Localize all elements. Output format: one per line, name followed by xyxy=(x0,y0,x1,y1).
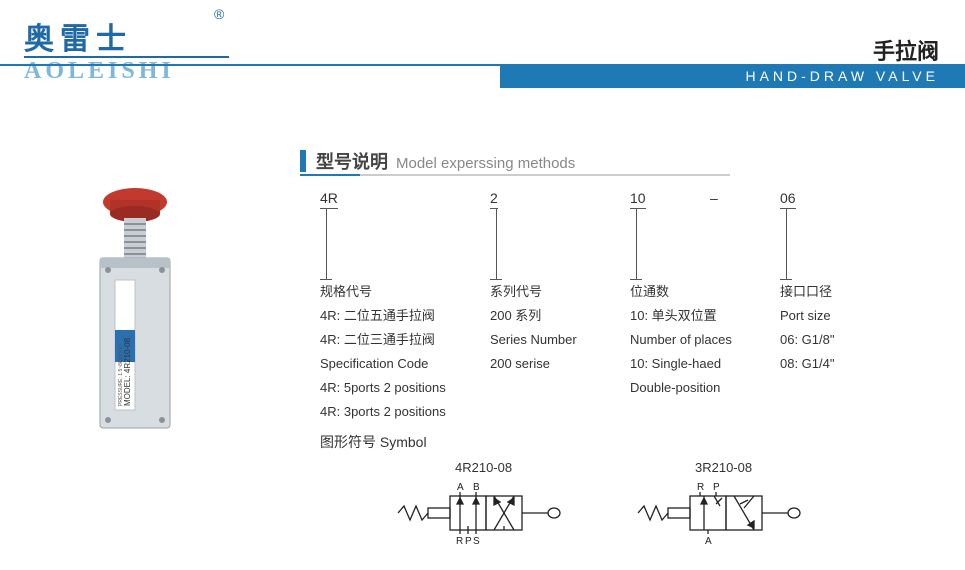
desc-line: 08: G1/4" xyxy=(780,352,834,376)
desc-line: 4R: 二位三通手拉阀 xyxy=(320,328,446,352)
desc-col-spec: 规格代号 4R: 二位五通手拉阀 4R: 二位三通手拉阀 Specificati… xyxy=(320,280,446,424)
desc-line: 10: Single-haed xyxy=(630,352,732,376)
desc-col-places: 位通数 10: 单头双位置 Number of places 10: Singl… xyxy=(630,280,732,400)
code-part-4r: 4R xyxy=(320,190,338,280)
section-title-cn: 型号说明 xyxy=(316,148,388,174)
desc-line: 4R: 5ports 2 positions xyxy=(320,376,446,400)
code-head: 06 xyxy=(780,190,796,209)
code-part-06: 06 xyxy=(780,190,796,280)
symbol-title-4r: 4R210-08 xyxy=(455,460,512,475)
desc-line: 06: G1/8" xyxy=(780,328,834,352)
section-accent-bar xyxy=(300,150,306,172)
svg-text:A: A xyxy=(705,536,712,547)
registered-mark: ® xyxy=(214,6,224,22)
section-header: 型号说明 Model experssing methods xyxy=(300,148,575,174)
desc-line: Series Number xyxy=(490,328,577,352)
section-underline xyxy=(300,174,730,176)
title-rule xyxy=(0,64,500,66)
desc-line: Specification Code xyxy=(320,352,446,376)
product-model-label: MODEL: 4R210-08 xyxy=(123,337,132,406)
desc-label: 接口口径 xyxy=(780,280,834,304)
desc-line: 200 系列 xyxy=(490,304,577,328)
code-head: 4R xyxy=(320,190,338,209)
page-header: 奥雷士 ® AOLEISHI 手拉阀 HAND-DRAW VALVE xyxy=(0,0,965,100)
pneumatic-symbol-5-2: A B R P S xyxy=(390,478,590,548)
brand-name-cn: 奥雷士 xyxy=(24,14,132,58)
desc-label: 系列代号 xyxy=(490,280,577,304)
code-head: – xyxy=(710,190,718,208)
code-part-10: 10 xyxy=(630,190,646,280)
svg-text:S: S xyxy=(473,536,480,547)
desc-label: 规格代号 xyxy=(320,280,446,304)
code-head: 2 xyxy=(490,190,498,209)
desc-line: Double-position xyxy=(630,376,732,400)
symbol-title-3r: 3R210-08 xyxy=(695,460,752,475)
desc-line: Number of places xyxy=(630,328,732,352)
svg-text:B: B xyxy=(473,482,480,493)
symbol-section-label: 图形符号 Symbol xyxy=(320,432,427,452)
code-head: 10 xyxy=(630,190,646,209)
desc-line: 4R: 二位五通手拉阀 xyxy=(320,304,446,328)
desc-line: 4R: 3ports 2 positions xyxy=(320,400,446,424)
pneumatic-symbol-3-2: R P A xyxy=(630,478,830,548)
svg-text:R: R xyxy=(697,482,704,493)
brand-name-en: AOLEISHI xyxy=(24,58,175,85)
code-part-dash: – xyxy=(710,190,718,208)
product-title-cn: 手拉阀 xyxy=(873,34,939,66)
section-title-en: Model experssing methods xyxy=(396,155,575,172)
svg-text:P: P xyxy=(465,536,472,547)
desc-label: 位通数 xyxy=(630,280,732,304)
desc-line: Port size xyxy=(780,304,834,328)
svg-text:A: A xyxy=(457,482,464,493)
product-title-en: HAND-DRAW VALVE xyxy=(500,64,965,88)
desc-col-series: 系列代号 200 系列 Series Number 200 serise xyxy=(490,280,577,376)
desc-line: 10: 单头双位置 xyxy=(630,304,732,328)
svg-text:P: P xyxy=(713,482,720,493)
product-illustration: MODEL: 4R210-08 PRESSURE: 1.5~8kgf/cm2 xyxy=(70,180,200,440)
desc-line: 200 serise xyxy=(490,352,577,376)
product-pressure-label: PRESSURE: 1.5~8kgf/cm2 xyxy=(118,345,124,406)
code-part-2: 2 xyxy=(490,190,502,280)
svg-text:R: R xyxy=(456,536,463,547)
desc-col-port: 接口口径 Port size 06: G1/8" 08: G1/4" xyxy=(780,280,834,376)
